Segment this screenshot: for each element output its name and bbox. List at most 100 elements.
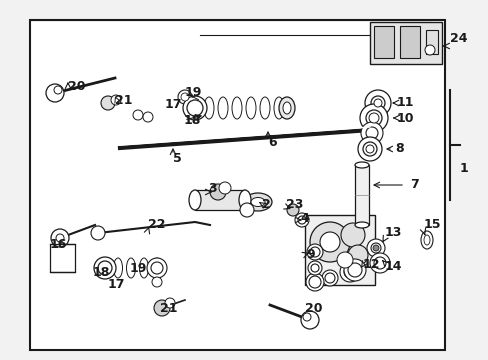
Circle shape bbox=[183, 96, 206, 120]
Ellipse shape bbox=[231, 97, 242, 119]
Bar bbox=[30, 20, 444, 350]
Circle shape bbox=[365, 145, 373, 153]
Ellipse shape bbox=[354, 162, 368, 168]
Circle shape bbox=[286, 204, 298, 216]
Circle shape bbox=[370, 243, 380, 253]
Text: 20: 20 bbox=[305, 302, 322, 315]
Circle shape bbox=[98, 261, 112, 275]
Circle shape bbox=[365, 110, 381, 126]
Text: 24: 24 bbox=[449, 31, 467, 45]
Circle shape bbox=[186, 100, 203, 116]
Circle shape bbox=[370, 96, 384, 110]
Circle shape bbox=[46, 84, 64, 102]
Text: 18: 18 bbox=[93, 266, 110, 279]
Bar bbox=[354, 165, 368, 225]
Circle shape bbox=[151, 262, 163, 274]
Circle shape bbox=[303, 313, 310, 321]
Ellipse shape bbox=[126, 258, 135, 278]
Circle shape bbox=[373, 257, 385, 269]
Text: 6: 6 bbox=[267, 135, 276, 148]
Ellipse shape bbox=[283, 102, 290, 114]
Text: 20: 20 bbox=[68, 81, 85, 94]
Ellipse shape bbox=[152, 258, 161, 278]
Circle shape bbox=[347, 245, 367, 265]
Circle shape bbox=[369, 253, 389, 273]
Bar bbox=[373, 26, 393, 58]
Circle shape bbox=[147, 258, 167, 278]
Ellipse shape bbox=[423, 235, 429, 245]
Circle shape bbox=[372, 245, 378, 251]
Circle shape bbox=[297, 216, 305, 224]
Text: 23: 23 bbox=[285, 198, 303, 211]
Text: 16: 16 bbox=[50, 238, 67, 252]
Ellipse shape bbox=[203, 97, 214, 119]
Circle shape bbox=[240, 203, 253, 217]
Circle shape bbox=[111, 95, 121, 105]
Ellipse shape bbox=[354, 222, 368, 228]
Ellipse shape bbox=[139, 258, 148, 278]
Text: 4: 4 bbox=[299, 211, 308, 225]
Ellipse shape bbox=[218, 97, 227, 119]
Text: 17: 17 bbox=[108, 279, 125, 292]
Circle shape bbox=[362, 142, 376, 156]
Bar bbox=[50, 244, 75, 272]
Bar bbox=[369, 22, 441, 64]
Circle shape bbox=[294, 213, 308, 227]
Text: 21: 21 bbox=[115, 94, 132, 107]
Circle shape bbox=[366, 239, 384, 257]
Circle shape bbox=[54, 86, 62, 94]
Text: 19: 19 bbox=[184, 86, 202, 99]
Ellipse shape bbox=[273, 97, 284, 119]
Circle shape bbox=[319, 232, 339, 252]
Circle shape bbox=[309, 222, 349, 262]
Circle shape bbox=[343, 266, 355, 278]
Circle shape bbox=[325, 273, 334, 283]
Circle shape bbox=[424, 45, 434, 55]
Circle shape bbox=[339, 262, 359, 282]
Ellipse shape bbox=[190, 97, 200, 119]
Text: 21: 21 bbox=[160, 302, 177, 315]
Ellipse shape bbox=[239, 190, 250, 210]
Circle shape bbox=[154, 300, 170, 316]
Text: 8: 8 bbox=[394, 143, 403, 156]
Ellipse shape bbox=[420, 231, 432, 249]
Text: 10: 10 bbox=[396, 112, 414, 125]
Circle shape bbox=[152, 277, 162, 287]
Circle shape bbox=[321, 270, 337, 286]
Circle shape bbox=[305, 273, 324, 291]
Bar bbox=[305, 215, 374, 285]
Circle shape bbox=[56, 234, 64, 242]
Circle shape bbox=[51, 229, 69, 247]
Circle shape bbox=[101, 96, 115, 110]
Circle shape bbox=[91, 226, 105, 240]
Text: 11: 11 bbox=[396, 96, 414, 109]
Text: 19: 19 bbox=[130, 261, 147, 274]
Circle shape bbox=[94, 257, 116, 279]
Text: 2: 2 bbox=[262, 198, 270, 211]
Circle shape bbox=[181, 93, 189, 101]
Text: 15: 15 bbox=[423, 219, 441, 231]
Circle shape bbox=[308, 276, 320, 288]
Text: 3: 3 bbox=[207, 183, 216, 195]
Circle shape bbox=[357, 137, 381, 161]
Text: 13: 13 bbox=[384, 226, 402, 239]
Circle shape bbox=[364, 90, 390, 116]
Circle shape bbox=[178, 90, 192, 104]
Circle shape bbox=[347, 263, 361, 277]
Bar bbox=[195, 190, 244, 210]
Bar bbox=[425, 30, 437, 54]
Ellipse shape bbox=[245, 97, 256, 119]
Text: 17: 17 bbox=[164, 99, 182, 112]
Circle shape bbox=[133, 110, 142, 120]
Circle shape bbox=[336, 252, 352, 268]
Circle shape bbox=[219, 182, 230, 194]
Ellipse shape bbox=[260, 97, 269, 119]
Circle shape bbox=[309, 247, 319, 257]
Circle shape bbox=[142, 112, 153, 122]
Circle shape bbox=[365, 127, 377, 139]
Circle shape bbox=[340, 223, 364, 247]
Ellipse shape bbox=[101, 258, 109, 278]
Text: 5: 5 bbox=[173, 152, 182, 165]
Circle shape bbox=[164, 298, 175, 308]
Ellipse shape bbox=[113, 258, 122, 278]
